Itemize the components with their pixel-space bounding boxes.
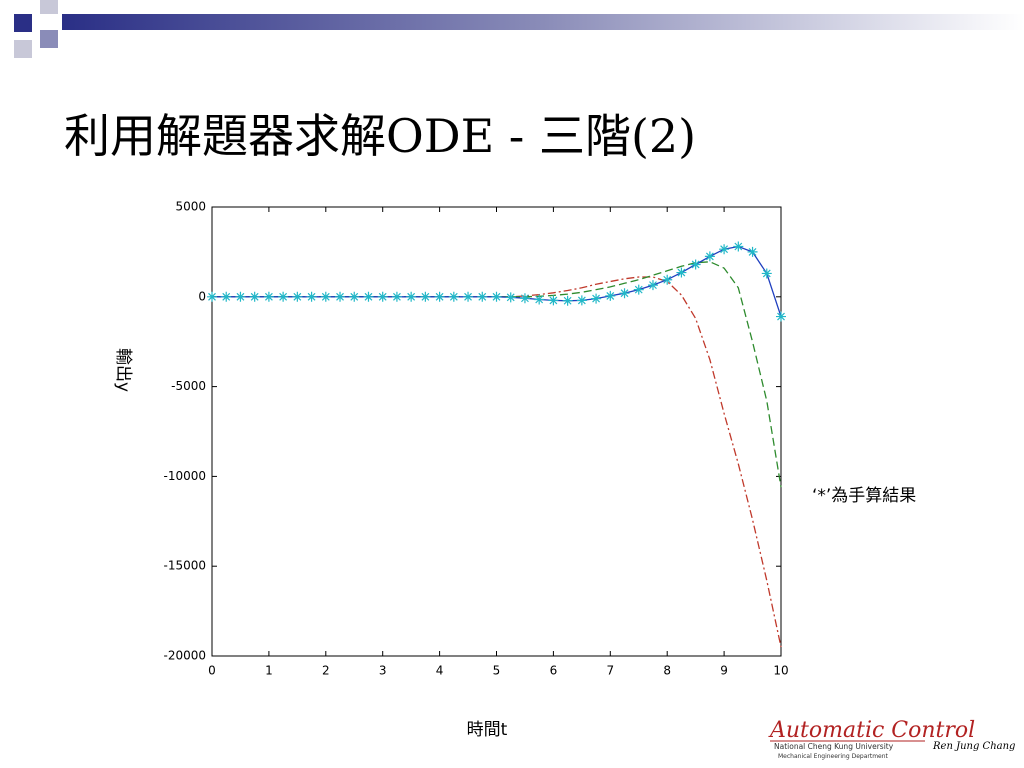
star-marker [420,291,431,302]
y-tick-label: -10000 [163,469,206,483]
star-marker [306,291,317,302]
x-tick-label: 1 [265,664,273,678]
logo: Automatic Control National Cheng Kung Un… [768,718,1015,760]
star-marker [619,288,630,299]
decoration [14,0,1024,58]
y-tick-label: 5000 [175,200,206,214]
star-marker [519,293,530,304]
star-marker [647,280,658,291]
star-marker [249,291,260,302]
y-axis-label: 輸出y [113,348,133,392]
x-tick-label: 8 [663,664,671,678]
star-marker [349,291,360,302]
star-marker [719,244,730,255]
star-marker [320,291,331,302]
star-marker [761,268,772,279]
star-marker [235,291,246,302]
logo-author: Ren Jung Chang [932,741,1015,752]
star-marker [448,291,459,302]
star-marker [377,291,388,302]
y-tick-label: -5000 [171,379,206,393]
logo-title: Automatic Control [768,718,975,743]
x-tick-label: 4 [436,664,444,678]
star-marker [491,291,502,302]
star-marker [776,311,786,322]
y-tick-label: -20000 [163,649,206,663]
star-marker [363,291,374,302]
annotation: ‘*’為手算結果 [812,486,916,506]
star-marker [747,246,758,257]
star-marker [434,291,445,302]
star-marker [733,241,744,252]
x-tick-label: 7 [606,664,614,678]
x-tick-label: 2 [322,664,330,678]
star-marker [690,259,701,270]
star-marker [605,290,616,301]
x-tick-label: 0 [208,664,216,678]
star-marker [335,291,346,302]
x-tick-label: 5 [493,664,501,678]
logo-university: National Cheng Kung University [774,742,894,751]
star-marker [576,295,587,306]
x-tick-label: 3 [379,664,387,678]
star-marker [505,292,516,303]
star-marker [278,291,289,302]
star-marker [263,291,274,302]
star-marker [477,291,488,302]
star-marker [406,291,417,302]
star-marker [562,295,573,306]
x-axis-label: 時間t [467,720,508,740]
y-tick-label: -15000 [163,559,206,573]
star-marker [676,267,687,278]
star-marker [662,274,673,285]
star-marker [292,291,303,302]
star-marker [207,291,217,302]
x-tick-label: 9 [720,664,728,678]
star-marker [463,291,474,302]
star-marker [633,284,644,295]
x-tick-label: 10 [773,664,788,678]
star-marker [534,294,545,305]
star-marker [704,251,715,262]
plot-area [211,206,782,657]
star-marker [391,291,402,302]
slide-title: 利用解題器求解ODE - 三階(2) [64,109,696,163]
star-marker [221,291,232,302]
star-marker [548,295,559,306]
x-tick-label: 6 [550,664,558,678]
y-tick-label: 0 [198,289,206,303]
logo-department: Mechanical Engineering Department [778,753,889,760]
star-marker [591,293,602,304]
